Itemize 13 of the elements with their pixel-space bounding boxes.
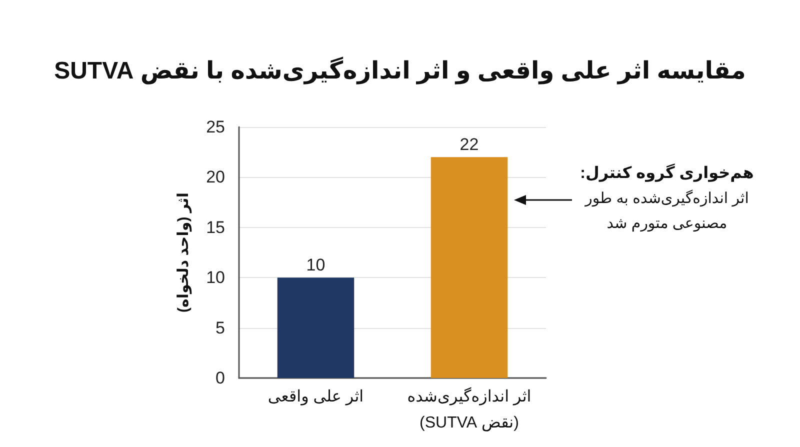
chart-title: مقایسه اثر علی واقعی و اثر اندازه‌گیری‌شده با نقض SUTVA <box>54 56 746 84</box>
y-tick-label: 25 <box>206 118 225 136</box>
y-tick-label: 0 <box>216 368 225 388</box>
x-tick-label: اثر علی واقعی <box>268 388 364 406</box>
data-label: 22 <box>460 135 479 154</box>
y-tick-label: 20 <box>206 168 225 187</box>
y-tick-label: 5 <box>216 318 225 338</box>
data-label: 10 <box>306 256 326 275</box>
y-tick-label: 10 <box>206 268 225 288</box>
text: هم‌خواری گروه کنترل: اثر اندازه‌گیری‌شده به طور مصنوعی متورم شد <box>579 162 755 234</box>
y-axis-title: اثر (واحد دلخواه) <box>175 192 192 312</box>
x-tick-label: اثر اندازه‌گیری‌شده (نقض SUTVA) <box>407 386 532 432</box>
y-tick-label: 15 <box>206 218 225 237</box>
